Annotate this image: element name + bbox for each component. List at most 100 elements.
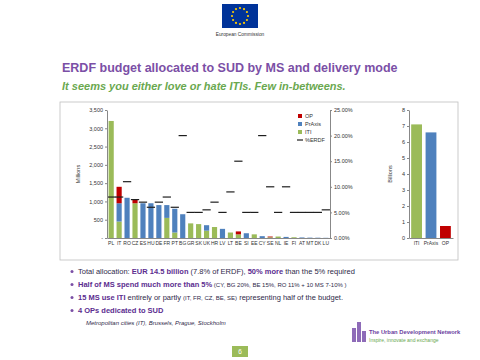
tick-mark (105, 238, 107, 239)
category-label: LU (323, 240, 330, 246)
tick-label: 6 (402, 139, 405, 145)
category-label: BE (235, 240, 242, 246)
tick: 1 (402, 219, 409, 225)
tick-label: 8 (402, 107, 405, 113)
tick-label: 5.00% (334, 210, 350, 216)
bar-segment (291, 237, 296, 238)
bar-segment (252, 234, 257, 235)
bar-segment (196, 224, 201, 225)
dash-marker (171, 207, 179, 208)
tick-mark (330, 212, 332, 213)
dash-marker (107, 196, 115, 197)
bar (440, 226, 451, 238)
category-label: LT (228, 240, 233, 246)
bar-segment (164, 205, 169, 206)
bar-segment (268, 237, 273, 238)
bar-segment (315, 238, 320, 239)
category-label: DK (314, 240, 322, 246)
dash-marker (242, 212, 250, 213)
tick-mark (105, 128, 107, 129)
chart-frame (60, 102, 458, 260)
bullet-run: 4 OPs dedicated to SUD (78, 306, 164, 315)
tick-mark (105, 165, 107, 166)
tick-label: 3,000 (89, 126, 103, 132)
bar-segment (220, 228, 225, 229)
tick-mark (407, 110, 409, 111)
tick-label: 1,500 (89, 180, 103, 186)
bar-segment (236, 234, 241, 238)
tick: CZ (132, 240, 139, 246)
star (235, 22, 237, 24)
bar-segment (132, 203, 137, 238)
category-label: NL (275, 240, 282, 246)
bar-segment (172, 209, 177, 233)
bullet-run: Total allocation: (78, 267, 132, 276)
tick-label: 4 (402, 171, 405, 177)
tick: 7 (402, 123, 409, 129)
category-label: SI (244, 240, 249, 246)
category-label: CZ (132, 240, 139, 246)
bar-segment (276, 236, 281, 237)
bar-segment (140, 203, 145, 204)
bullet: 15 MS use ITI entirely or partly (IT, FR… (78, 293, 343, 302)
tick: ES (140, 240, 147, 246)
bar-segment (307, 238, 312, 239)
star (235, 8, 237, 10)
bar-segment (228, 232, 233, 233)
tick-mark (330, 161, 332, 162)
tick-label: 1 (402, 219, 405, 225)
bar-segment (172, 208, 177, 209)
tick-mark (330, 187, 332, 188)
bar-segment (196, 224, 201, 225)
bar-segment (228, 233, 233, 238)
bar-segment (228, 232, 233, 233)
tick: PL (108, 240, 114, 246)
star (247, 15, 249, 17)
legend-swatch (298, 122, 302, 126)
tick: SE (267, 240, 274, 246)
tick: UK (203, 240, 211, 246)
tick: DE (155, 240, 163, 246)
bar-segment (172, 233, 177, 238)
dash-marker (314, 212, 322, 213)
dash-marker (139, 202, 147, 203)
star (239, 23, 241, 25)
dash-marker (282, 186, 290, 187)
tick-mark (407, 126, 409, 127)
category-label: ES (140, 240, 147, 246)
bar-segment (188, 223, 193, 224)
tick-label: 15.00% (334, 158, 353, 164)
bullet-dot (71, 296, 74, 299)
tick: 0 (402, 235, 409, 241)
tick-mark (407, 206, 409, 207)
tick-mark (105, 220, 107, 221)
bar-segment (323, 237, 328, 238)
axis-line (409, 111, 410, 239)
bar-segment (212, 227, 217, 238)
tick: SK (195, 240, 202, 246)
bar-segment (124, 198, 129, 238)
bar-segment (252, 234, 257, 235)
bar-segment (236, 231, 241, 234)
category-label: OP (442, 240, 450, 246)
category-label: GR (187, 240, 195, 246)
bar-segment (156, 205, 161, 206)
dash-marker (210, 202, 218, 203)
dash-marker (155, 202, 163, 203)
bar-segment (140, 203, 145, 238)
bar-segment (188, 223, 193, 224)
tick: 5 (402, 155, 409, 161)
tick-mark (407, 222, 409, 223)
dash-marker (194, 212, 202, 213)
bar-segment (315, 237, 320, 238)
tick: 4 (402, 171, 409, 177)
y-axis: -5001,0001,5002,0002,5003,0003,500 (89, 107, 107, 241)
y-axis-title: Billions (387, 165, 393, 183)
bullet: 4 OPs dedicated to SUD (78, 306, 164, 315)
tick: NL (275, 240, 282, 246)
tick-label: 25.00% (334, 107, 353, 113)
page-number: 6 (238, 348, 242, 355)
legend-label: PrAxis (305, 121, 321, 127)
footer-logo: The Urban Development NetworkInspire, in… (352, 322, 461, 343)
category-label: LV (220, 240, 226, 246)
